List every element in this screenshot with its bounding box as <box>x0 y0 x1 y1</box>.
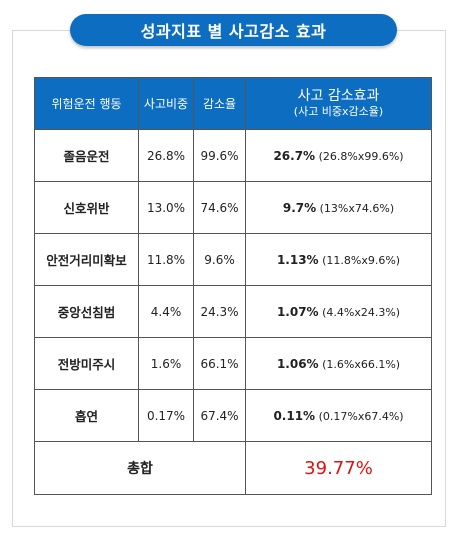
effect-value: 1.07% <box>276 304 319 319</box>
behavior-cell: 졸음운전 <box>34 129 139 182</box>
effect-calc: (1.6%x66.1%) <box>322 357 401 371</box>
reduction-rate-cell: 9.6% <box>193 233 246 286</box>
reduction-rate-cell: 24.3% <box>193 285 246 338</box>
table-row: 흡연 0.17% 67.4% 0.11% (0.17%x67.4%) <box>34 389 432 442</box>
effect-cell: 0.11% (0.17%x67.4%) <box>245 389 432 442</box>
effect-value: 9.7% <box>282 200 317 215</box>
effect-cell: 1.06% (1.6%x66.1%) <box>245 337 432 390</box>
table-row: 안전거리미확보 11.8% 9.6% 1.13% (11.8%x9.6%) <box>34 233 432 286</box>
effect-value: 1.06% <box>276 356 319 371</box>
behavior-cell: 신호위반 <box>34 181 139 234</box>
effect-cell: 9.7% (13%x74.6%) <box>245 181 432 234</box>
table-row: 중앙선침범 4.4% 24.3% 1.07% (4.4%x24.3%) <box>34 285 432 338</box>
accident-share-cell: 4.4% <box>138 285 194 338</box>
header-reduction-rate: 감소율 <box>193 77 246 130</box>
table-header-row: 위험운전 행동 사고비중 감소율 사고 감소효과 (사고 비중x감소율) <box>34 77 432 130</box>
header-effect: 사고 감소효과 (사고 비중x감소율) <box>245 77 432 130</box>
behavior-cell: 흡연 <box>34 389 139 442</box>
effect-value: 0.11% <box>273 408 316 423</box>
reduction-rate-cell: 74.6% <box>193 181 246 234</box>
effect-cell: 1.07% (4.4%x24.3%) <box>245 285 432 338</box>
reduction-rate-cell: 66.1% <box>193 337 246 390</box>
effect-calc: (0.17%x67.4%) <box>318 409 404 423</box>
effect-calc: (26.8%x99.6%) <box>318 149 404 163</box>
header-accident-share: 사고비중 <box>138 77 194 130</box>
header-effect-sub: (사고 비중x감소율) <box>293 104 384 118</box>
effect-value: 1.13% <box>276 252 319 267</box>
table-row: 졸음운전 26.8% 99.6% 26.7% (26.8%x99.6%) <box>34 129 432 182</box>
table-row: 전방미주시 1.6% 66.1% 1.06% (1.6%x66.1%) <box>34 337 432 390</box>
effect-cell: 26.7% (26.8%x99.6%) <box>245 129 432 182</box>
behavior-cell: 중앙선침범 <box>34 285 139 338</box>
table-row: 신호위반 13.0% 74.6% 9.7% (13%x74.6%) <box>34 181 432 234</box>
total-value: 39.77% <box>245 441 432 495</box>
header-behavior: 위험운전 행동 <box>34 77 139 130</box>
accident-share-cell: 11.8% <box>138 233 194 286</box>
effect-calc: (13%x74.6%) <box>319 201 395 215</box>
accident-share-cell: 0.17% <box>138 389 194 442</box>
reduction-rate-cell: 99.6% <box>193 129 246 182</box>
effect-value: 26.7% <box>273 148 316 163</box>
accident-share-cell: 26.8% <box>138 129 194 182</box>
page-title: 성과지표 별 사고감소 효과 <box>70 14 397 46</box>
effect-calc: (4.4%x24.3%) <box>322 305 401 319</box>
effect-calc: (11.8%x9.6%) <box>322 253 401 267</box>
behavior-cell: 전방미주시 <box>34 337 139 390</box>
reduction-rate-cell: 67.4% <box>193 389 246 442</box>
behavior-cell: 안전거리미확보 <box>34 233 139 286</box>
effect-cell: 1.13% (11.8%x9.6%) <box>245 233 432 286</box>
header-effect-main: 사고 감소효과 <box>297 87 380 104</box>
total-label: 총합 <box>34 441 246 495</box>
total-row: 총합 39.77% <box>34 441 432 495</box>
effect-table: 위험운전 행동 사고비중 감소율 사고 감소효과 (사고 비중x감소율) 졸음운… <box>34 77 432 495</box>
accident-share-cell: 1.6% <box>138 337 194 390</box>
accident-share-cell: 13.0% <box>138 181 194 234</box>
